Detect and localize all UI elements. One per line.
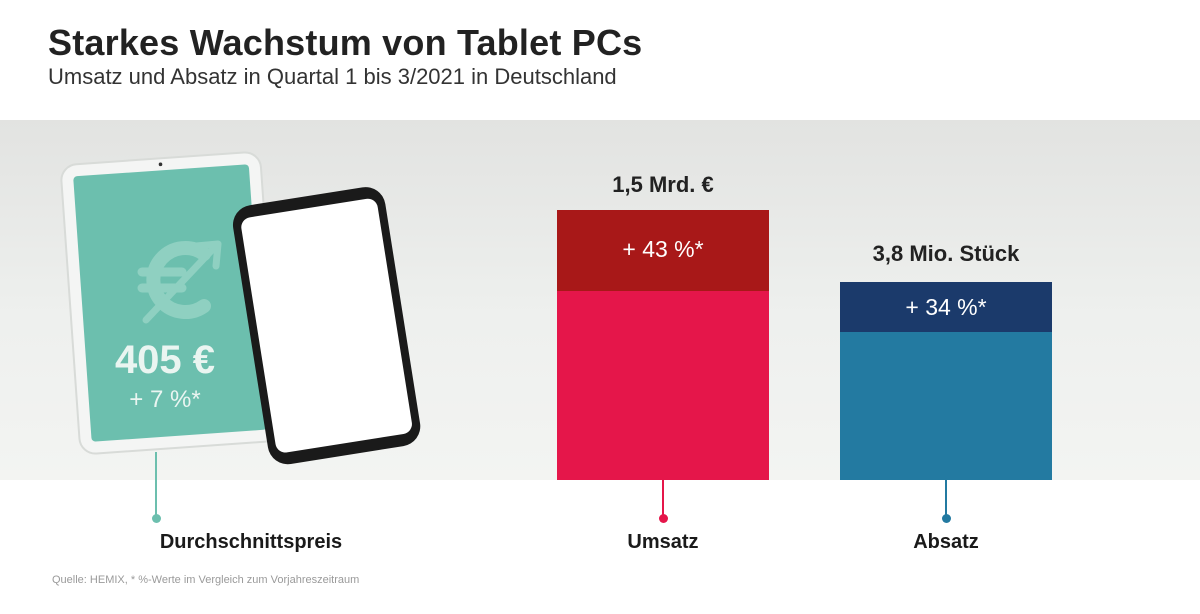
absatz-bar-base-segment bbox=[840, 332, 1052, 480]
price-leader-line bbox=[155, 452, 157, 518]
chart-subtitle: Umsatz und Absatz in Quartal 1 bis 3/202… bbox=[48, 64, 617, 89]
tablet-and-phone-graphic bbox=[60, 151, 421, 465]
umsatz-leader-line bbox=[662, 480, 664, 518]
absatz-bar-growth-segment bbox=[840, 282, 1052, 332]
umsatz-leader-dot bbox=[658, 514, 668, 523]
euro-growth-arrow-icon bbox=[137, 240, 222, 324]
price-leader-dot bbox=[151, 514, 161, 523]
absatz-leader-line bbox=[945, 480, 947, 518]
absatz-bar-value: 3,8 Mio. Stück bbox=[872, 241, 1020, 266]
umsatz-bar-change: + 43 %* bbox=[622, 236, 704, 262]
absatz-leader-dot bbox=[941, 514, 951, 523]
average-price-change: + 7 %* bbox=[129, 386, 201, 413]
source-footnote: Quelle: HEMIX, * %-Werte im Vergleich zu… bbox=[52, 574, 360, 586]
umsatz-bar-base-segment bbox=[557, 291, 769, 480]
chart-title: Starkes Wachstum von Tablet PCs bbox=[48, 22, 643, 63]
devices-illustration: 405 € + 7 %* bbox=[60, 150, 440, 470]
category-label-absatz: Absatz bbox=[913, 531, 979, 553]
umsatz-bar-growth-segment bbox=[557, 210, 769, 291]
average-price-value: 405 € bbox=[114, 338, 216, 382]
absatz-bar-change: + 34 %* bbox=[905, 294, 987, 320]
absatz-bar: + 34 %* bbox=[840, 282, 1052, 480]
smartphone-device bbox=[232, 187, 421, 465]
category-label-price: Durchschnittspreis bbox=[159, 531, 343, 553]
umsatz-bar-value: 1,5 Mrd. € bbox=[612, 172, 714, 197]
category-label-umsatz: Umsatz bbox=[627, 531, 699, 553]
umsatz-bar: + 43 %* bbox=[557, 210, 769, 480]
